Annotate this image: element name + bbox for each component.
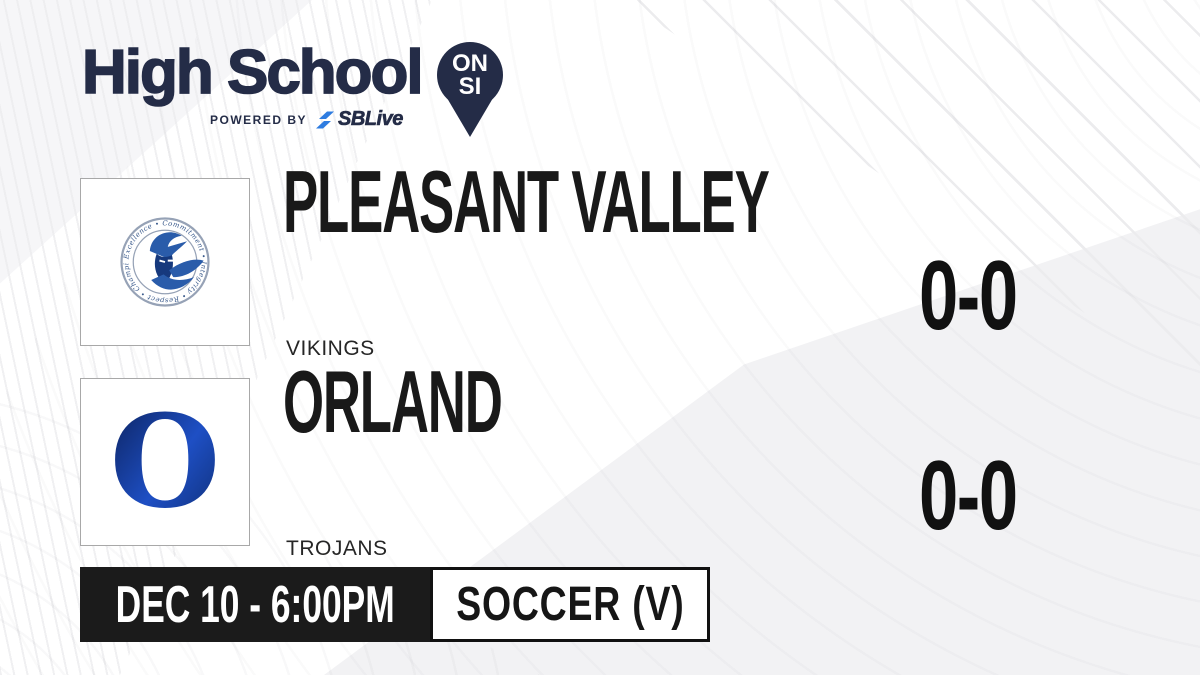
orland-letter: O [110,393,221,531]
pin-text-on: ON [452,50,488,77]
viking-head-emblem [149,232,204,290]
game-sport-box: SOCCER (V) [430,567,710,642]
pleasant-valley-seal-logo: Excellence • Commitment • Integrity • Re… [96,193,210,307]
team1-mascot: VIKINGS [286,337,375,360]
team2-name: ORLAND [283,358,647,446]
team2-mascot: TROJANS [286,537,388,560]
team1-name-text: PLEASANT VALLEY [283,152,770,251]
on-si-pin-icon: ON SI [434,42,506,145]
brand-masthead: High School ON SI POWERED BY SBLive [81,37,503,137]
team1-score: 0-0 [858,246,1078,344]
powered-by-label: POWERED BY [210,112,308,127]
pin-text-si: SI [459,73,482,100]
sblive-bolt-icon [316,111,335,128]
team1-logo-box: Excellence • Commitment • Integrity • Re… [80,178,250,346]
team2-score-text: 0-0 [919,440,1018,550]
orland-o-logo: O [110,393,221,531]
brand-wordmark: High School [81,37,424,108]
team1-name: PLEASANT VALLEY [283,158,1092,246]
game-datetime: DEC 10 - 6:00PM [115,575,395,634]
team1-score-text: 0-0 [919,240,1018,350]
team2-score: 0-0 [858,446,1078,544]
game-datetime-box: DEC 10 - 6:00PM [80,567,430,642]
sblive-wordmark: SBLive [338,108,404,131]
team2-logo-box: O [80,378,250,546]
team2-name-text: ORLAND [283,352,503,451]
game-sport: SOCCER (V) [455,578,685,631]
powered-by-row: POWERED BY SBLive [210,108,404,131]
sblive-logo: SBLive [315,108,404,131]
